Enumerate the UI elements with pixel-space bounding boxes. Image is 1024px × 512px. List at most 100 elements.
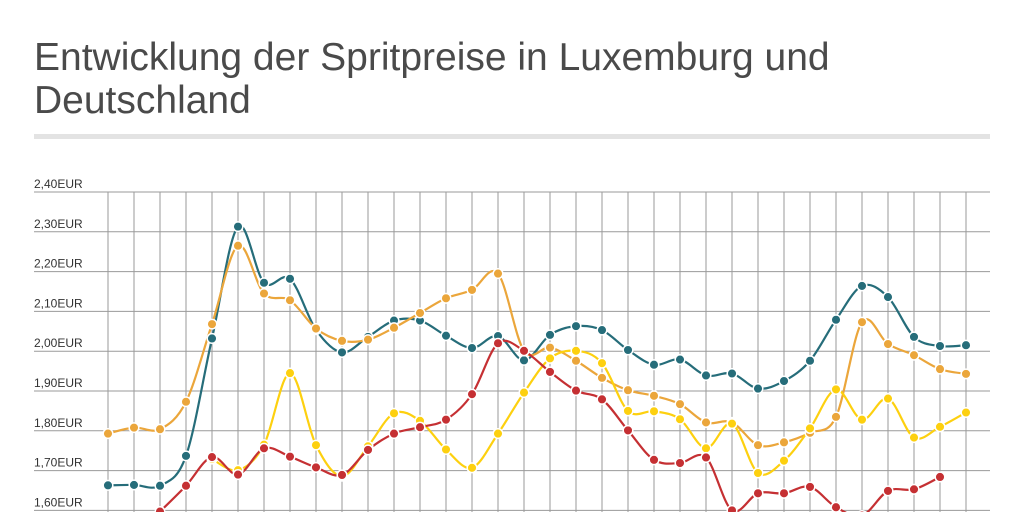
data-point xyxy=(570,320,582,332)
data-point xyxy=(934,471,946,483)
data-point xyxy=(310,439,322,451)
data-point xyxy=(232,240,244,252)
y-tick-label: 1,80EUR xyxy=(34,416,83,430)
data-point xyxy=(908,432,920,444)
data-point xyxy=(622,424,634,436)
data-point xyxy=(804,481,816,493)
data-point xyxy=(180,396,192,408)
data-point xyxy=(518,387,530,399)
data-point xyxy=(570,385,582,397)
data-point xyxy=(180,450,192,462)
data-point xyxy=(752,439,764,451)
data-point xyxy=(856,414,868,426)
data-point xyxy=(622,405,634,417)
data-point xyxy=(544,352,556,364)
data-point xyxy=(284,294,296,306)
data-point xyxy=(102,428,114,440)
data-point xyxy=(466,462,478,474)
y-tick-label: 1,70EUR xyxy=(34,456,83,470)
data-point xyxy=(752,467,764,479)
data-point xyxy=(492,428,504,440)
data-point xyxy=(180,480,192,492)
data-point xyxy=(232,469,244,481)
data-point xyxy=(440,414,452,426)
chart-title: Entwicklung der Spritpreise in Luxemburg… xyxy=(34,36,830,122)
data-point xyxy=(466,284,478,296)
data-point xyxy=(960,368,972,380)
data-point xyxy=(102,479,114,491)
data-point xyxy=(596,372,608,384)
data-point xyxy=(726,418,738,430)
data-point xyxy=(674,354,686,366)
y-tick-label: 2,20EUR xyxy=(34,257,83,271)
data-point xyxy=(622,384,634,396)
data-point xyxy=(258,287,270,300)
data-point xyxy=(726,504,738,512)
data-point xyxy=(856,280,868,292)
data-point xyxy=(544,342,556,354)
data-point xyxy=(440,330,452,342)
data-point xyxy=(752,487,764,499)
y-tick-label: 1,90EUR xyxy=(34,376,83,390)
data-point xyxy=(934,363,946,375)
data-point xyxy=(206,332,218,345)
data-point xyxy=(726,367,738,380)
data-point xyxy=(362,444,374,456)
data-point xyxy=(882,485,894,497)
data-point xyxy=(388,407,400,419)
data-point xyxy=(362,334,374,346)
data-point xyxy=(336,469,348,481)
data-point xyxy=(830,411,842,423)
data-point xyxy=(284,367,296,379)
data-point xyxy=(258,442,270,454)
data-point xyxy=(622,344,634,356)
data-point xyxy=(804,355,816,367)
data-point xyxy=(570,355,582,367)
series-line-0 xyxy=(107,224,967,489)
data-point xyxy=(154,506,166,512)
data-point xyxy=(414,307,426,319)
data-point xyxy=(128,479,140,491)
title-divider xyxy=(34,134,990,139)
data-point xyxy=(960,406,972,419)
y-tick-label: 2,30EUR xyxy=(34,217,83,231)
y-tick-label: 2,10EUR xyxy=(34,296,83,310)
data-point xyxy=(908,349,920,361)
data-point xyxy=(466,342,478,354)
data-point xyxy=(830,383,842,395)
data-point xyxy=(934,421,946,433)
data-point xyxy=(596,357,608,369)
data-point xyxy=(596,393,608,405)
data-point xyxy=(934,340,946,352)
data-point xyxy=(882,291,894,303)
data-point xyxy=(232,221,244,233)
y-axis-labels: 2,40EUR 2,30EUR 2,20EUR 2,10EUR 2,00EUR 1,90E… xyxy=(34,177,83,509)
data-point xyxy=(388,322,400,334)
data-point xyxy=(674,413,686,425)
data-point xyxy=(778,375,790,387)
data-point xyxy=(908,331,920,343)
data-point xyxy=(414,421,426,433)
data-point xyxy=(284,273,296,285)
data-point xyxy=(492,268,504,280)
data-point xyxy=(648,405,660,417)
data-point xyxy=(310,322,322,335)
data-point xyxy=(284,451,296,463)
data-point xyxy=(336,335,348,347)
data-point xyxy=(518,345,530,357)
data-point xyxy=(596,324,608,336)
data-point xyxy=(882,393,894,405)
data-point xyxy=(570,345,582,357)
data-point xyxy=(440,443,452,456)
data-point xyxy=(700,442,712,454)
data-point xyxy=(492,337,504,349)
data-point xyxy=(648,390,660,402)
data-point xyxy=(518,354,530,366)
data-point xyxy=(882,338,894,350)
data-point xyxy=(206,318,218,330)
data-point xyxy=(336,346,348,358)
data-point xyxy=(440,292,452,304)
data-point xyxy=(388,428,400,440)
data-point xyxy=(908,483,920,495)
